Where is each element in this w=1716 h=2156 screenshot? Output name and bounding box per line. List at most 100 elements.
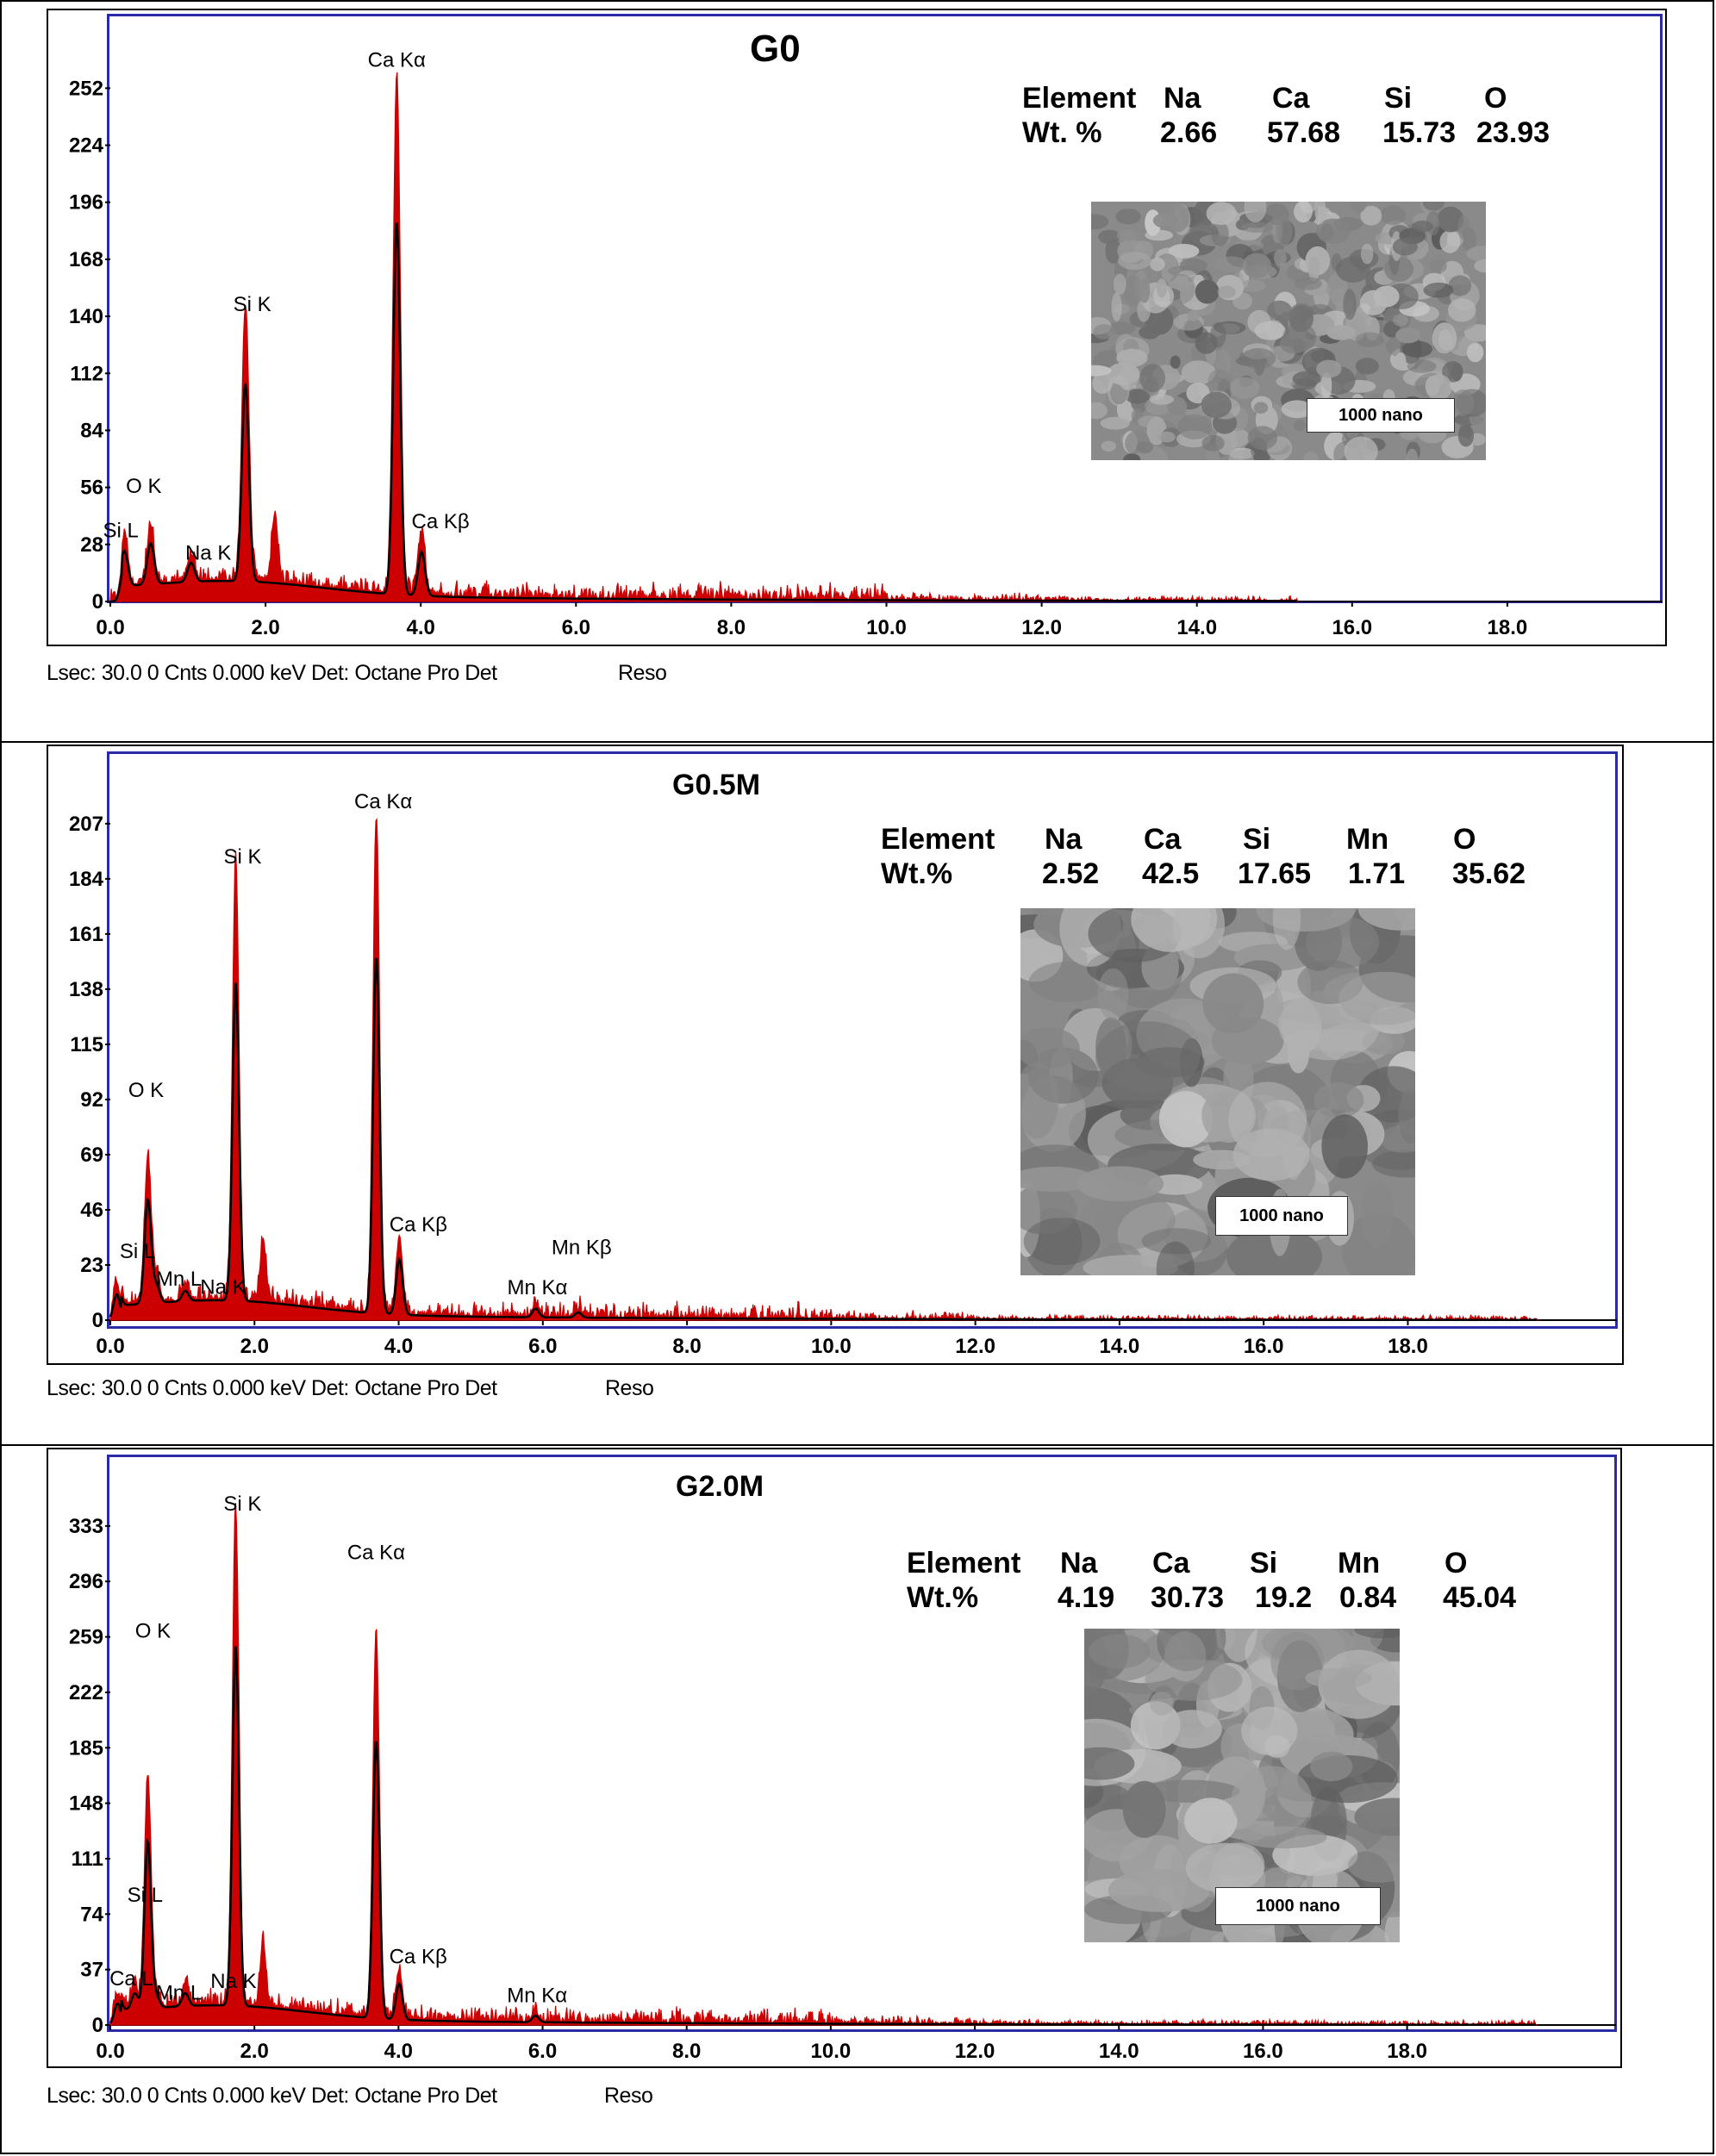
scale-bar-label: 1000 nano [1215,1196,1348,1236]
sem-micrograph: 1000 nano [1020,908,1415,1275]
x-tick-label: 0.0 [96,1335,124,1358]
x-tick-label: 6.0 [528,1335,557,1358]
fit-line [109,1646,1536,2027]
composition-value-cell: Wt.% [881,857,953,890]
x-tick-label: 16.0 [1243,2040,1283,2063]
y-tick-label: 140 [69,305,103,328]
composition-header-cell: Element [907,1547,1021,1580]
y-tick-label: 138 [69,978,103,1001]
composition-value-cell: 2.52 [1042,857,1100,890]
reso-label: Reso [605,1376,654,1400]
peak-label: Si L [103,519,139,542]
peak-label: Ca Kβ [412,510,470,533]
composition-header-cell: O [1453,823,1476,856]
composition-header-cell: Element [1022,82,1137,115]
spectrum-series [109,817,1539,1322]
x-tick-label: 14.0 [1100,1335,1140,1358]
composition-value-cell: 19.2 [1255,1581,1313,1614]
y-tick-label: 0 [92,2014,103,2037]
y-tick-label: 28 [80,533,103,557]
panel-g20m: 0 37 74 111 148 185 222 259 296 333 0.0 2.0 4.0 6.0 8.… [0,1444,1714,2154]
y-tick-label: 196 [69,191,103,215]
spectrum-plot: 0 37 74 111 148 185 222 259 296 333 0.0 2.0 4.0 6.0 8.… [69,1492,1616,2063]
peak-label: Si K [224,845,262,869]
x-tick-label: 18.0 [1388,1335,1428,1358]
panel-g05m: 0 23 46 69 92 115 138 161 184 207 0.0 2.0 4.0 6.0 8.0 1… [0,741,1714,1446]
scale-bar-label: 1000 nano [1307,398,1455,433]
spectrum-footer: Lsec: 30.0 0 Cnts 0.000 keV Det: Octane … [47,661,667,686]
y-tick-label: 74 [80,1903,103,1926]
x-tick-label: 14.0 [1099,2040,1139,2063]
spectrum-footer: Lsec: 30.0 0 Cnts 0.000 keV Det: Octane … [47,2084,653,2109]
peak-label: O K [135,1619,171,1642]
y-tick-label: 185 [69,1736,103,1760]
x-tick-label: 18.0 [1387,2040,1427,2063]
y-tick-label: 224 [69,134,104,158]
peak-label: Mn L [156,1268,202,1291]
x-tick-label: 8.0 [717,616,746,639]
x-tick-label: 10.0 [811,1335,852,1358]
chart-title: G0.5M [672,769,761,801]
x-tick-label: 2.0 [240,1335,269,1358]
fit-line [109,957,1537,1322]
fit-line [110,222,1297,603]
composition-header-cell: Si [1384,82,1413,115]
y-tick-label: 112 [70,362,103,385]
chart-title: G0 [750,28,801,70]
y-tick-label: 168 [69,248,103,271]
composition-header-cell: Na [1060,1547,1098,1580]
y-tick-label: 115 [70,1033,103,1056]
x-tick-label: 10.0 [866,616,907,639]
peak-label: Si L [120,1240,155,1263]
acquisition-info: Lsec: 30.0 0 Cnts 0.000 keV Det: Octane … [47,661,497,685]
y-tick-label: 84 [80,419,103,442]
peak-label: Mn Kα [508,1276,568,1299]
sem-micrograph: 1000 nano [1084,1629,1400,1942]
peak-label: Ca Kα [347,1541,405,1564]
y-tick-label: 148 [69,1792,103,1816]
peak-label: Si K [234,293,271,316]
y-tick-label: 46 [80,1199,103,1222]
peak-label: Ca Kα [354,790,412,813]
sem-texture [1020,908,1415,1275]
peak-label: Mn L [156,1982,202,2005]
composition-header-cell: Ca [1272,82,1310,115]
x-tick-label: 4.0 [407,616,435,639]
composition-header-cell: O [1484,82,1507,115]
x-tick-label: 2.0 [240,2040,268,2063]
composition-value-cell: 42.5 [1142,857,1200,890]
x-tick-label: 16.0 [1332,616,1372,639]
peak-label: Ca L [109,1967,153,1991]
composition-header-cell: Si [1250,1547,1278,1580]
y-tick-label: 161 [69,923,103,946]
x-tick-label: 6.0 [528,2040,557,2063]
x-tick-label: 12.0 [955,1335,995,1358]
x-tick-label: 18.0 [1488,616,1528,639]
composition-value-cell: 15.73 [1382,116,1457,149]
reso-label: Reso [604,2084,653,2108]
peak-label: Ca Kα [368,48,426,72]
x-tick-label: 8.0 [672,1335,701,1358]
composition-value-cell: 2.66 [1160,116,1218,149]
x-tick-label: 16.0 [1244,1335,1284,1358]
x-tick-label: 12.0 [955,2040,995,2063]
acquisition-info: Lsec: 30.0 0 Cnts 0.000 keV Det: Octane … [47,1376,497,1400]
scale-bar-label: 1000 nano [1215,1887,1381,1925]
composition-header-cell: Ca [1152,1547,1190,1580]
peak-label: Mn Kα [507,1985,567,2008]
peak-label: Na K [200,1275,246,1299]
composition-header-cell: Na [1164,82,1201,115]
y-tick-label: 222 [69,1681,103,1704]
y-tick-label: 0 [92,590,103,614]
y-tick-label: 111 [72,1848,103,1871]
composition-value-cell: 17.65 [1238,857,1312,890]
x-tick-label: 0.0 [96,616,124,639]
y-tick-label: 207 [69,813,103,836]
panel-g0: 0 28 56 84 112 140 168 196 224 252 0.0 2.0 4.0 6.0 8.0… [0,0,1714,743]
x-tick-label: 6.0 [562,616,590,639]
composition-value-cell: Wt.% [907,1581,979,1614]
composition-header-cell: Mn [1346,823,1389,856]
x-tick-label: 10.0 [811,2040,852,2063]
x-tick-label: 14.0 [1176,616,1217,639]
composition-header-cell: O [1445,1547,1468,1580]
